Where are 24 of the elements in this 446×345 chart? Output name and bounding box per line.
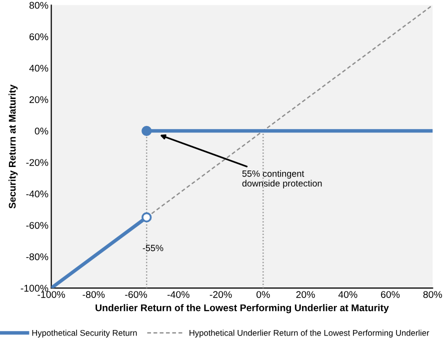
x-tick-label: 80% bbox=[423, 291, 442, 298]
y-tick-label: 80% bbox=[29, 2, 48, 9]
y-tick-label: -40% bbox=[26, 190, 48, 198]
x-tick-label: -100% bbox=[38, 291, 65, 298]
legend-label: Hypothetical Underlier Return of the Lowest Performing Underlier bbox=[190, 330, 430, 338]
x-tick-label: 0% bbox=[256, 291, 270, 298]
x-tick-label: -20% bbox=[210, 291, 232, 298]
y-axis-title: Security Return at Maturity bbox=[8, 84, 18, 208]
x-tick-label: -80% bbox=[82, 291, 105, 298]
x-tick-label: -40% bbox=[167, 291, 190, 298]
y-tick-label: 60% bbox=[30, 33, 48, 40]
y-tick-label: 20% bbox=[30, 96, 48, 104]
y-tick-label: -20% bbox=[26, 159, 48, 166]
y-tick-label: -100% bbox=[20, 284, 48, 292]
y-tick-label: -60% bbox=[26, 222, 48, 229]
y-tick-label: 0% bbox=[34, 128, 48, 135]
x-axis-title: Underlier Return of the Lowest Performing Underlier at Maturity bbox=[96, 304, 389, 314]
x-tick-label: 20% bbox=[296, 291, 315, 298]
legend-label: Hypothetical Security Return bbox=[32, 330, 137, 338]
y-tick-label: 40% bbox=[29, 64, 48, 72]
x-tick-label: 60% bbox=[381, 291, 400, 298]
y-tick-label: -80% bbox=[26, 253, 48, 260]
x-tick-label: 40% bbox=[338, 291, 358, 298]
x-tick-label: -60% bbox=[125, 291, 148, 298]
